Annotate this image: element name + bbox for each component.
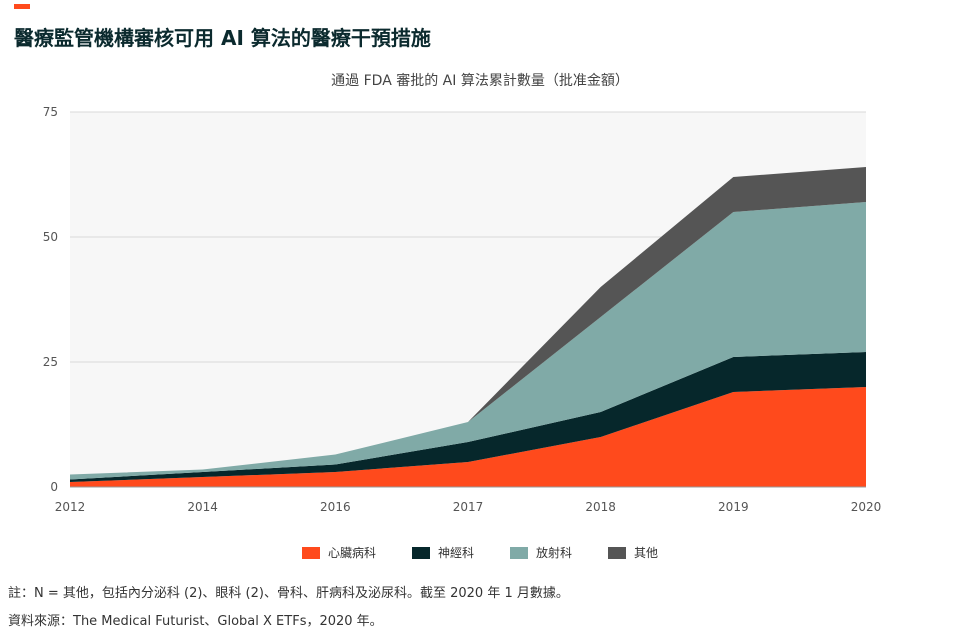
accent-bar (14, 4, 30, 9)
legend-swatch (411, 546, 430, 559)
legend-item: 心臟病科 (301, 544, 376, 561)
area-series-3 (70, 202, 866, 480)
legend-label: 神經科 (437, 546, 474, 560)
y-tick-label: 75 (43, 105, 58, 119)
legend-label: 其他 (634, 546, 659, 560)
y-tick-label: 25 (43, 355, 58, 369)
legend-swatch (510, 546, 528, 559)
legend-item: 其他 (608, 544, 658, 561)
y-tick-label: 50 (43, 230, 58, 244)
legend-label: 心臟病科 (327, 546, 376, 560)
x-tick-label: 2016 (320, 500, 351, 514)
area-series-1 (70, 387, 866, 487)
legend-swatch (301, 546, 320, 559)
y-tick-label: 0 (50, 480, 58, 494)
x-tick-label: 2012 (55, 500, 86, 514)
legend-item: 神經科 (411, 544, 474, 561)
chart-title: 通過 FDA 審批的 AI 算法累計數量（批准金額） (331, 73, 629, 89)
x-tick-label: 2018 (585, 500, 616, 514)
x-tick-label: 2020 (851, 500, 882, 514)
stacked-area-chart: 0 25 50 75 2012 2014 2016 2017 2018 2019 2020 (43, 105, 882, 514)
chart-legend: 心臟病科 神經科 放射科 其他 (0, 544, 960, 561)
footnote-source: 資料來源：The Medical Futurist、Global X ETFs，… (8, 614, 383, 629)
page-title: 醫療監管機構審核可用 AI 算法的醫療干預措施 (14, 26, 431, 50)
legend-item: 放射科 (510, 544, 572, 561)
x-tick-label: 2014 (187, 500, 218, 514)
area-series-4 (70, 167, 866, 475)
legend-swatch (608, 546, 627, 559)
footnote-note: 註：N = 其他，包括內分泌科 (2)、眼科 (2)、骨科、肝病科及泌尿科。截至… (8, 586, 569, 601)
legend-label: 放射科 (536, 546, 573, 560)
x-tick-label: 2019 (718, 500, 749, 514)
x-tick-label: 2017 (453, 500, 484, 514)
